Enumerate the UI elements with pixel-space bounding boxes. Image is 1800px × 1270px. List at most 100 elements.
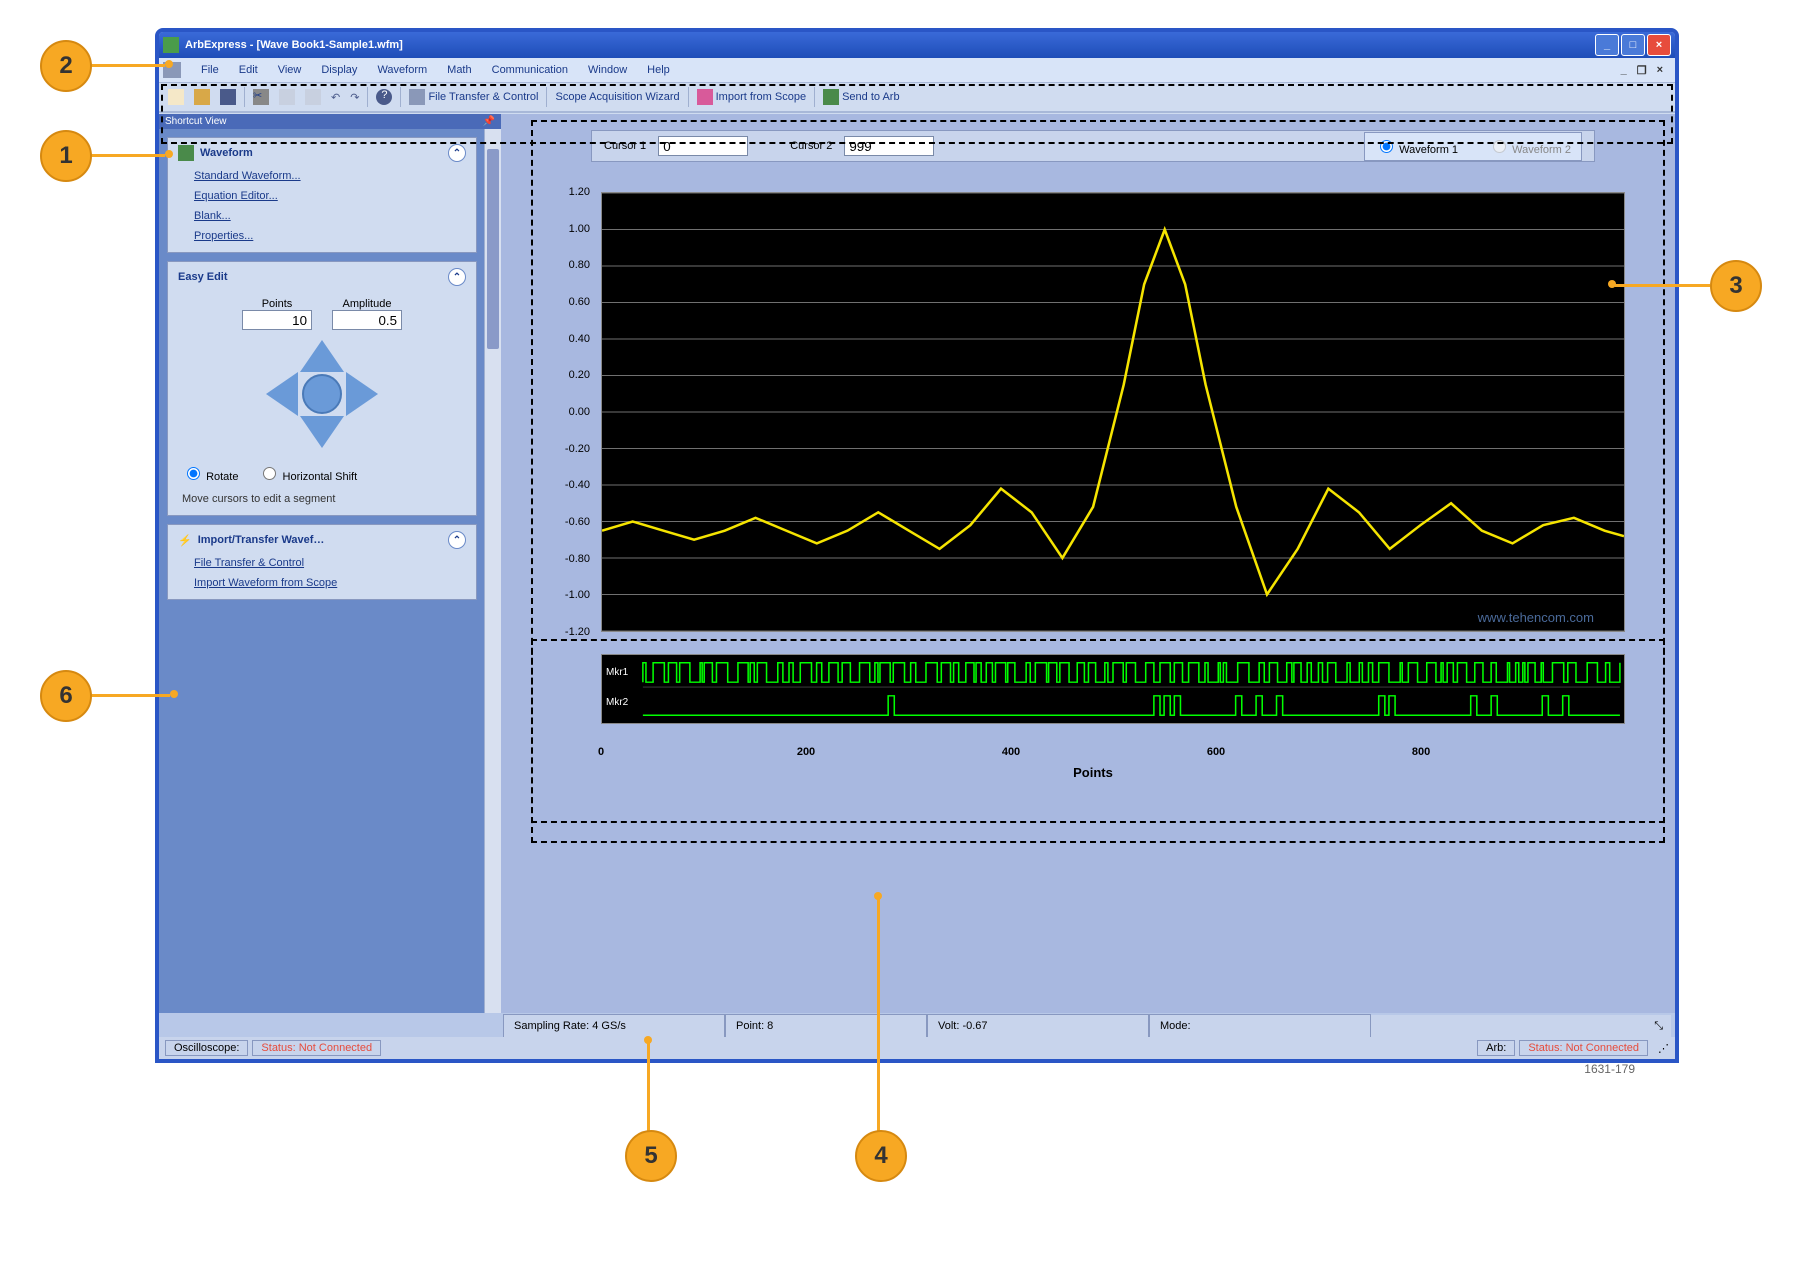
easy-edit-inputs: Points Amplitude (178, 298, 466, 330)
resize-grip[interactable]: ⋰ (1652, 1042, 1669, 1055)
points-input[interactable] (242, 310, 312, 330)
amplitude-input[interactable] (332, 310, 402, 330)
callout-5: 5 (625, 1130, 677, 1182)
callout-dot (874, 892, 882, 900)
maximize-button[interactable]: □ (1621, 34, 1645, 56)
menu-communication[interactable]: Communication (482, 62, 578, 78)
x-axis-title: Points (1073, 765, 1113, 780)
link-file-transfer[interactable]: File Transfer & Control (178, 553, 466, 573)
hshift-radio[interactable]: Horizontal Shift (258, 464, 357, 483)
callout-line (877, 898, 880, 1132)
callout-circle: 4 (855, 1130, 907, 1182)
content-area: Cursor 1 Cursor 2 Waveform 1 Waveform 2 … (501, 114, 1675, 1013)
callout-line (1615, 284, 1710, 287)
panel-header[interactable]: Waveform ⌃ (178, 144, 466, 166)
waveform1-label: Waveform 1 (1399, 144, 1458, 156)
nav-down[interactable] (300, 416, 344, 448)
import-title: Import/Transfer Wavef… (198, 534, 325, 546)
callout-line (90, 154, 165, 157)
menu-display[interactable]: Display (311, 62, 367, 78)
menu-window[interactable]: Window (578, 62, 637, 78)
menu-edit[interactable]: Edit (229, 62, 268, 78)
import-panel: ⚡ Import/Transfer Wavef… ⌃ File Transfer… (167, 524, 477, 600)
amplitude-group: Amplitude (332, 298, 402, 330)
arb-label: Arb: (1477, 1040, 1515, 1056)
scroll-thumb[interactable] (487, 149, 499, 349)
chart-svg (602, 193, 1624, 631)
points-group: Points (242, 298, 312, 330)
link-properties[interactable]: Properties... (178, 226, 466, 246)
y-axis-labels: 1.201.000.800.600.400.200.00-0.20-0.40-0… (541, 192, 596, 632)
app-icon (163, 37, 179, 53)
mkr2-label: Mkr2 (606, 697, 628, 708)
callout-dot (170, 690, 178, 698)
status-bar: Oscilloscope: Status: Not Connected Arb:… (159, 1037, 1675, 1059)
callout-dot (165, 60, 173, 68)
callout-6: 6 (40, 670, 92, 722)
callout-1: 1 (40, 130, 92, 182)
callout-3: 3 (1710, 260, 1762, 312)
expand-icon[interactable]: ⤡ (1654, 1020, 1671, 1033)
scrollbar[interactable] (484, 129, 501, 1013)
amplitude-label: Amplitude (343, 298, 392, 310)
link-blank[interactable]: Blank... (178, 206, 466, 226)
rotate-radio[interactable]: Rotate (182, 464, 238, 483)
nav-left[interactable] (266, 372, 298, 416)
callout-circle: 5 (625, 1130, 677, 1182)
app-window: ArbExpress - [Wave Book1-Sample1.wfm] _ … (155, 28, 1679, 1063)
points-label: Points (262, 298, 293, 310)
callout-circle: 3 (1710, 260, 1762, 312)
marker-area: Mkr1 Mkr2 0200400600800 Points (541, 654, 1645, 744)
panel-header[interactable]: ⚡ Import/Transfer Wavef… ⌃ (178, 531, 466, 553)
menu-help[interactable]: Help (637, 62, 680, 78)
minimize-button[interactable]: _ (1595, 34, 1619, 56)
marker-plot[interactable]: Mkr1 Mkr2 (601, 654, 1625, 724)
callout-2: 2 (40, 40, 92, 92)
rotate-radio-input[interactable] (187, 467, 200, 480)
marker-svg (602, 655, 1624, 723)
waveform-chart: 1.201.000.800.600.400.200.00-0.20-0.40-0… (541, 182, 1645, 642)
chevron-up-icon[interactable]: ⌃ (448, 531, 466, 549)
callout-circle: 2 (40, 40, 92, 92)
link-equation-editor[interactable]: Equation Editor... (178, 186, 466, 206)
hshift-radio-input[interactable] (263, 467, 276, 480)
callout-dot (1608, 280, 1616, 288)
link-standard-waveform[interactable]: Standard Waveform... (178, 166, 466, 186)
easy-edit-panel: Easy Edit ⌃ Points Amplitude (167, 261, 477, 516)
mdi-minimize[interactable]: _ (1617, 64, 1631, 77)
chart-plot[interactable]: www.tehencom.com (601, 192, 1625, 632)
main-area: Shortcut View 📌 Waveform ⌃ Standard Wave… (159, 114, 1675, 1013)
menu-view[interactable]: View (268, 62, 312, 78)
menu-waveform[interactable]: Waveform (367, 62, 437, 78)
mdi-close[interactable]: × (1653, 64, 1667, 77)
toolbar-callout-box (161, 84, 1673, 144)
nav-up[interactable] (300, 340, 344, 372)
callout-line (647, 1042, 650, 1132)
edit-mode-radios: Rotate Horizontal Shift (178, 458, 466, 489)
link-import-scope[interactable]: Import Waveform from Scope (178, 573, 466, 593)
menu-math[interactable]: Math (437, 62, 481, 78)
waveform-title: Waveform (200, 147, 253, 159)
callout-dot (644, 1036, 652, 1044)
nav-pad (178, 340, 466, 448)
scope-label: Oscilloscope: (165, 1040, 248, 1056)
hshift-label: Horizontal Shift (283, 471, 358, 483)
waveform-icon (178, 145, 194, 161)
callout-4: 4 (855, 1130, 907, 1182)
nav-right[interactable] (346, 372, 378, 416)
scope-status: Status: Not Connected (252, 1040, 381, 1056)
mdi-restore[interactable]: ❐ (1633, 64, 1651, 77)
panel-header[interactable]: Easy Edit ⌃ (178, 268, 466, 290)
footer-id: 1631-179 (1584, 1062, 1635, 1076)
window-controls: _ □ × (1595, 34, 1671, 56)
chevron-up-icon[interactable]: ⌃ (448, 268, 466, 286)
chevron-up-icon[interactable]: ⌃ (448, 144, 466, 162)
nav-center[interactable] (302, 374, 342, 414)
menu-file[interactable]: File (191, 62, 229, 78)
lightning-icon: ⚡ (178, 534, 192, 547)
arb-status: Status: Not Connected (1519, 1040, 1648, 1056)
easy-edit-title: Easy Edit (178, 271, 228, 283)
close-button[interactable]: × (1647, 34, 1671, 56)
waveform-panel: Waveform ⌃ Standard Waveform... Equation… (167, 137, 477, 253)
callout-line (90, 64, 165, 67)
